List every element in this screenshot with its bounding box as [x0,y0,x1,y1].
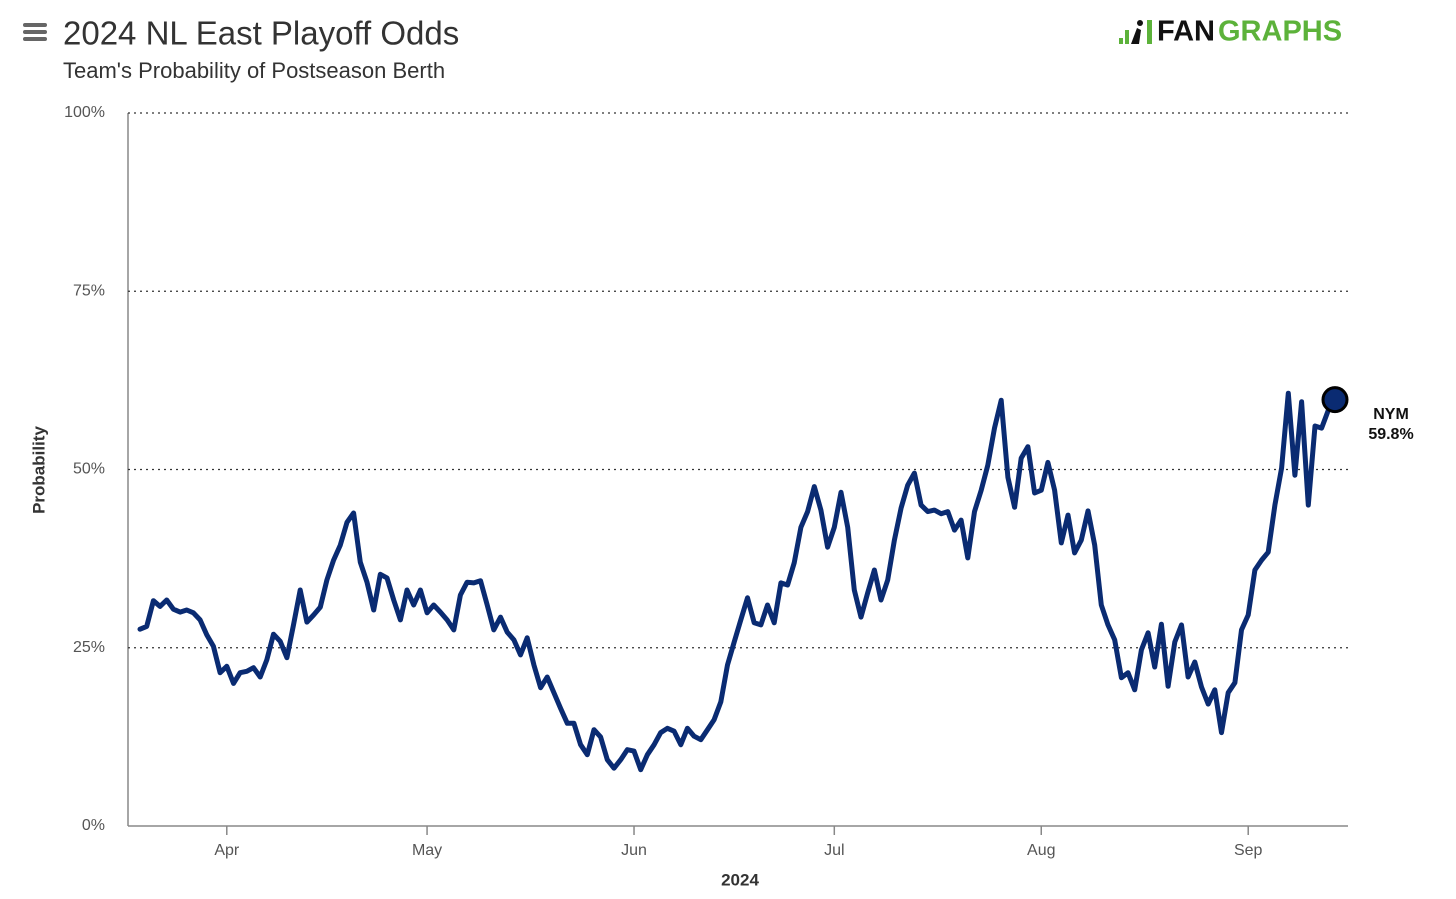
end-point [1321,386,1349,414]
y-tick-label: 0% [82,817,105,834]
x-tick-label: May [412,842,442,859]
y-tick-label: 100% [64,104,105,121]
y-tick-label: 50% [73,461,105,478]
y-tick-label: 75% [73,282,105,299]
logo-text-green: GRAPHS [1218,16,1342,48]
series-line [137,390,1338,773]
chart-subtitle: Team's Probability of Postseason Berth [63,58,445,83]
x-tick-label: Sep [1234,842,1263,859]
value-label: 59.8% [1368,426,1413,443]
x-tick-label: Jun [621,842,647,859]
y-axis-label: Probability [29,426,48,514]
x-axis-label: 2024 [721,870,759,889]
series-name-label: NYM [1373,406,1409,423]
chart-title: 2024 NL East Playoff Odds [63,15,459,52]
logo-text-black: FAN [1157,16,1215,48]
x-tick-label: Jul [824,842,844,859]
logo: FAN GRAPHS [1119,16,1342,48]
x-tick-label: Apr [214,842,240,859]
y-tick-label: 25% [73,639,105,656]
menu-icon[interactable] [23,23,47,41]
x-tick-label: Aug [1027,842,1055,859]
